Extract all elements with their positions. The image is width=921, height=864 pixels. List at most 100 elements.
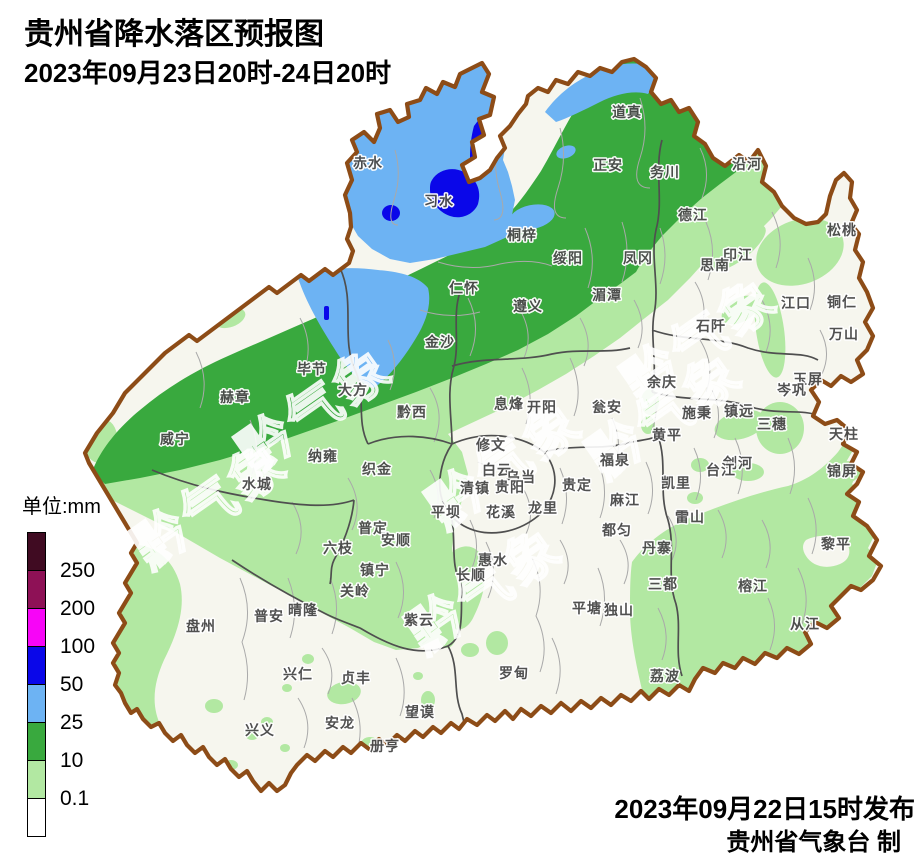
legend-tick-label: 10 [60, 749, 84, 772]
county-label: 长顺 [456, 567, 486, 583]
county-label: 施秉 [682, 405, 712, 421]
county-label: 水城 [242, 476, 272, 492]
county-label: 安龙 [325, 715, 355, 731]
county-label: 沿河 [732, 156, 762, 172]
county-label: 雷山 [675, 509, 705, 525]
legend: 单位:mm 250 200 100 50 25 10 0.1 [20, 490, 150, 837]
county-label: 独山 [604, 602, 634, 618]
county-label: 乌当 [506, 469, 536, 485]
county-label: 天柱 [829, 426, 859, 442]
county-label: 大方 [338, 382, 368, 398]
county-label: 正安 [593, 157, 623, 173]
map-header: 贵州省降水落区预报图 2023年09月23日20时-24日20时 [24, 16, 391, 89]
county-label: 荔波 [649, 668, 680, 684]
county-label: 兴义 [245, 722, 275, 738]
legend-color-cell [27, 798, 46, 837]
county-label: 紫云 [404, 612, 434, 628]
legend-color-cell [27, 570, 46, 609]
county-label: 玉屏 [793, 371, 823, 387]
county-label: 台江 [706, 462, 736, 478]
county-label: 威宁 [160, 431, 190, 447]
county-label: 镇远 [724, 403, 754, 419]
county-label: 平坝 [431, 504, 461, 520]
page-subtitle: 2023年09月23日20时-24日20时 [24, 57, 392, 88]
county-label: 清镇 [460, 480, 490, 496]
legend-color-cell [27, 722, 46, 761]
legend-color-cell [27, 684, 46, 723]
legend-tick-label: 250 [60, 559, 96, 582]
county-label: 息烽 [494, 396, 524, 412]
county-label: 黄平 [652, 427, 682, 443]
legend-tick-label: 200 [60, 597, 96, 620]
county-label: 万山 [828, 326, 859, 342]
county-label: 石阡 [695, 318, 726, 334]
county-label: 榕江 [738, 578, 768, 594]
legend-color-cell [27, 532, 46, 571]
county-label: 贵定 [562, 477, 592, 493]
county-label: 花溪 [486, 504, 516, 520]
county-label: 开阳 [527, 399, 557, 415]
county-label: 盘州 [186, 618, 216, 634]
county-label: 凤冈 [623, 250, 653, 266]
county-boundaries [195, 97, 827, 755]
county-label: 思南 [700, 257, 730, 273]
legend-tick-label: 0.1 [60, 787, 90, 810]
county-label: 黔西 [397, 404, 427, 420]
legend-color-cell [27, 608, 46, 647]
county-label: 金沙 [424, 334, 455, 350]
county-label: 惠水 [478, 552, 508, 568]
county-label: 德江 [678, 207, 708, 223]
county-label: 龙里 [527, 500, 558, 516]
legend-unit-label: 单位:mm [22, 496, 101, 518]
county-label: 锦屏 [827, 463, 857, 479]
county-label: 凯里 [661, 475, 691, 491]
county-label: 岑巩 [777, 382, 807, 398]
county-label: 镇宁 [360, 562, 390, 578]
county-label: 遵义 [513, 298, 543, 314]
county-label: 桐梓 [507, 227, 537, 243]
county-label: 都匀 [601, 522, 632, 538]
county-label: 印江 [723, 247, 753, 263]
legend-color-bar: 250 200 100 50 25 10 0.1 [27, 532, 95, 837]
county-label: 贞丰 [341, 670, 371, 686]
county-label: 册亨 [370, 738, 400, 754]
county-label: 修文 [475, 437, 506, 453]
county-label: 铜仁 [827, 294, 857, 310]
producer: 贵州省气象台 制 [726, 828, 901, 856]
county-label: 罗甸 [499, 665, 529, 681]
legend-tick-label: 100 [60, 635, 96, 658]
county-label: 道真 [612, 104, 642, 120]
county-label: 江口 [781, 295, 811, 311]
county-label: 丹寨 [642, 540, 672, 556]
county-label: 毕节 [297, 361, 327, 377]
county-label: 望谟 [405, 704, 435, 720]
legend-color-cell [27, 646, 46, 685]
county-label: 白云 [482, 462, 512, 478]
prefecture-boundaries [151, 139, 821, 769]
county-label: 六枝 [323, 540, 353, 556]
county-label: 从江 [790, 616, 820, 632]
county-label: 纳雍 [308, 448, 338, 464]
county-label: 兴仁 [283, 666, 313, 682]
county-label: 安顺 [381, 532, 411, 548]
county-label: 绥阳 [553, 250, 583, 266]
county-label: 湄潭 [592, 287, 622, 303]
county-label: 晴隆 [288, 602, 318, 618]
county-label: 麻江 [609, 492, 640, 508]
legend-tick-label: 25 [60, 711, 84, 734]
county-label: 瓮安 [592, 399, 622, 415]
county-label: 赫章 [220, 389, 250, 405]
map-footer: 2023年09月22日15时发布 贵州省气象台 制 [614, 793, 915, 858]
county-label: 剑河 [722, 455, 753, 471]
county-label: 关岭 [340, 583, 370, 599]
legend-tick-label: 50 [60, 673, 84, 696]
county-label: 仁怀 [449, 280, 479, 296]
county-label: 务川 [650, 164, 680, 180]
county-label: 三穗 [757, 416, 787, 432]
legend-color-cell [27, 760, 46, 799]
county-label: 福泉 [599, 452, 630, 468]
county-label: 贵阳 [495, 479, 525, 495]
